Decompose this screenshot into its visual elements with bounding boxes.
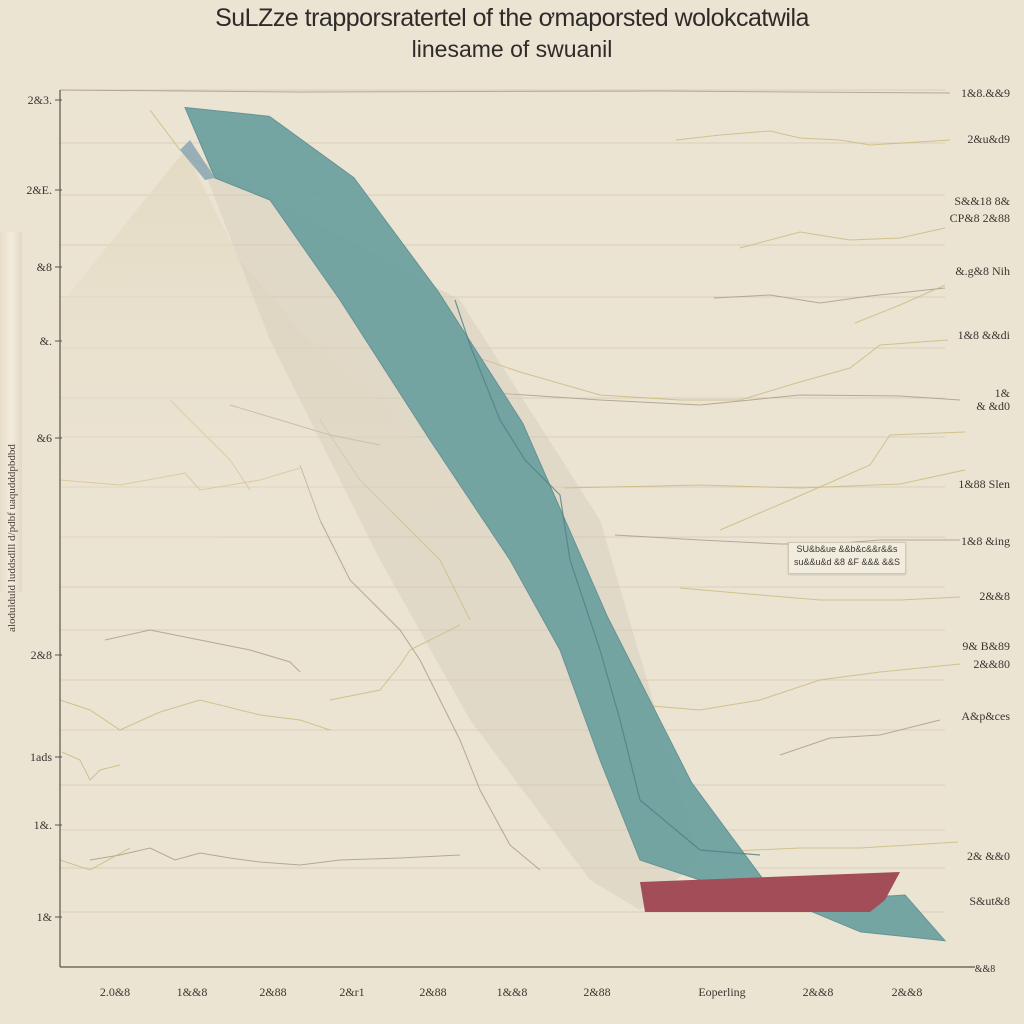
x-tick-label-2: 2&88 — [259, 985, 286, 999]
x-tick-label-0: 2.0&8 — [100, 985, 130, 999]
x-tick-label-3: 2&r1 — [339, 985, 364, 999]
thin-line-0 — [59, 89, 951, 94]
right-labels: 1&8.&&9 2&u&d9 S&&18 8&CP&8 2&88 &.g&8 Nih 1… — [950, 86, 1011, 908]
x-tick-label-9: 2&&8 — [892, 985, 923, 999]
y-ticks: 2&3. 2&E. &8 &. &6 2&8 1ads 1&. 1& — [26, 93, 62, 924]
right-label-7: & &d0 — [976, 399, 1010, 413]
right-label-15: S&ut&8 — [969, 894, 1010, 908]
beige-area — [60, 150, 470, 560]
thin-line-3 — [713, 287, 946, 304]
right-label-1: 2&u&d9 — [967, 132, 1010, 146]
y-tick-label-8: 1& — [37, 910, 53, 924]
right-label-4: &.g&8 Nih — [955, 264, 1010, 278]
axes — [59, 90, 975, 968]
y-tick-label-4: &6 — [37, 431, 52, 445]
thin-line-8 — [719, 431, 966, 531]
y-tick-label-2: &8 — [37, 260, 52, 274]
x-tick-label-7: Eoperling — [698, 985, 745, 999]
thin-line-11 — [639, 663, 961, 711]
shadow-area — [200, 160, 700, 910]
right-label-9: 1&8 &ing — [961, 534, 1010, 548]
thin-line-6 — [479, 391, 961, 406]
y-tick-label-1: 2&E. — [26, 183, 52, 197]
right-label-8: 1&88 Slen — [958, 477, 1010, 491]
thin-line-16 — [59, 699, 331, 731]
ylabel-band — [0, 232, 22, 592]
chart-subtitle: linesame of swuanil — [411, 36, 613, 62]
x-tick-label-1: 1&&8 — [177, 985, 208, 999]
inner-ridge — [454, 299, 761, 856]
right-label-0: 1&8.&&9 — [961, 86, 1010, 100]
right-label-2: S&&18 8& — [954, 194, 1010, 208]
chart-title: SuLZze trapporsratertel of the ơmaporste… — [215, 4, 809, 32]
thin-line-4 — [854, 284, 946, 324]
series-baseline-segment-area — [640, 872, 900, 912]
right-label-13: A&p&ces — [961, 709, 1010, 723]
right-label-11: 9& B&89 — [962, 639, 1010, 653]
x-end-label: &&8 — [975, 964, 996, 975]
y-tick-label-5: 2&8 — [31, 648, 52, 662]
right-label-10: 2&&8 — [979, 589, 1010, 603]
annotation-line-1: SU&b&ue &&b&c&&r&&s — [796, 544, 898, 554]
thin-line-13 — [709, 841, 959, 853]
y-tick-label-0: 2&3. — [28, 93, 52, 107]
thin-line-5 — [469, 339, 949, 401]
thin-line-7 — [564, 469, 966, 489]
thin-lines — [59, 89, 966, 871]
thin-line-12 — [779, 719, 941, 756]
thin-line-18 — [89, 847, 461, 866]
right-label-14: 2& &&0 — [967, 849, 1010, 863]
right-label-5: 1&8 &&di — [958, 328, 1011, 342]
thin-line-10 — [679, 587, 961, 601]
annotation-line-2: su&&u&d &8 &F &&& &&S — [793, 557, 901, 567]
thin-line-17 — [61, 751, 121, 781]
thin-line-2 — [739, 227, 946, 249]
y-tick-label-7: 1&. — [34, 818, 52, 832]
right-label-3: CP&8 2&88 — [950, 211, 1010, 225]
thin-line-15 — [104, 629, 301, 673]
thin-line-23 — [329, 624, 461, 701]
annotation-box: SU&b&ue &&b&c&&r&&s su&&u&d &8 &F &&& &&… — [788, 542, 906, 574]
x-tick-label-8: 2&&8 — [803, 985, 834, 999]
thin-line-1 — [675, 130, 951, 146]
series-main-decline-peak — [180, 140, 215, 180]
x-ticks: 2.0&8 1&&8 2&88 2&r1 2&88 1&&8 2&88 Eoperling 2&… — [100, 964, 995, 999]
x-tick-label-6: 2&88 — [583, 985, 610, 999]
y-tick-label-6: 1ads — [30, 750, 52, 764]
y-tick-label-3: &. — [40, 334, 52, 348]
x-tick-label-4: 2&88 — [419, 985, 446, 999]
thin-line-19 — [59, 847, 131, 871]
right-label-12: 2&&80 — [973, 657, 1010, 671]
x-tick-label-5: 1&&8 — [497, 985, 528, 999]
thin-line-21 — [299, 464, 541, 871]
right-label-6: 1& — [995, 386, 1011, 400]
